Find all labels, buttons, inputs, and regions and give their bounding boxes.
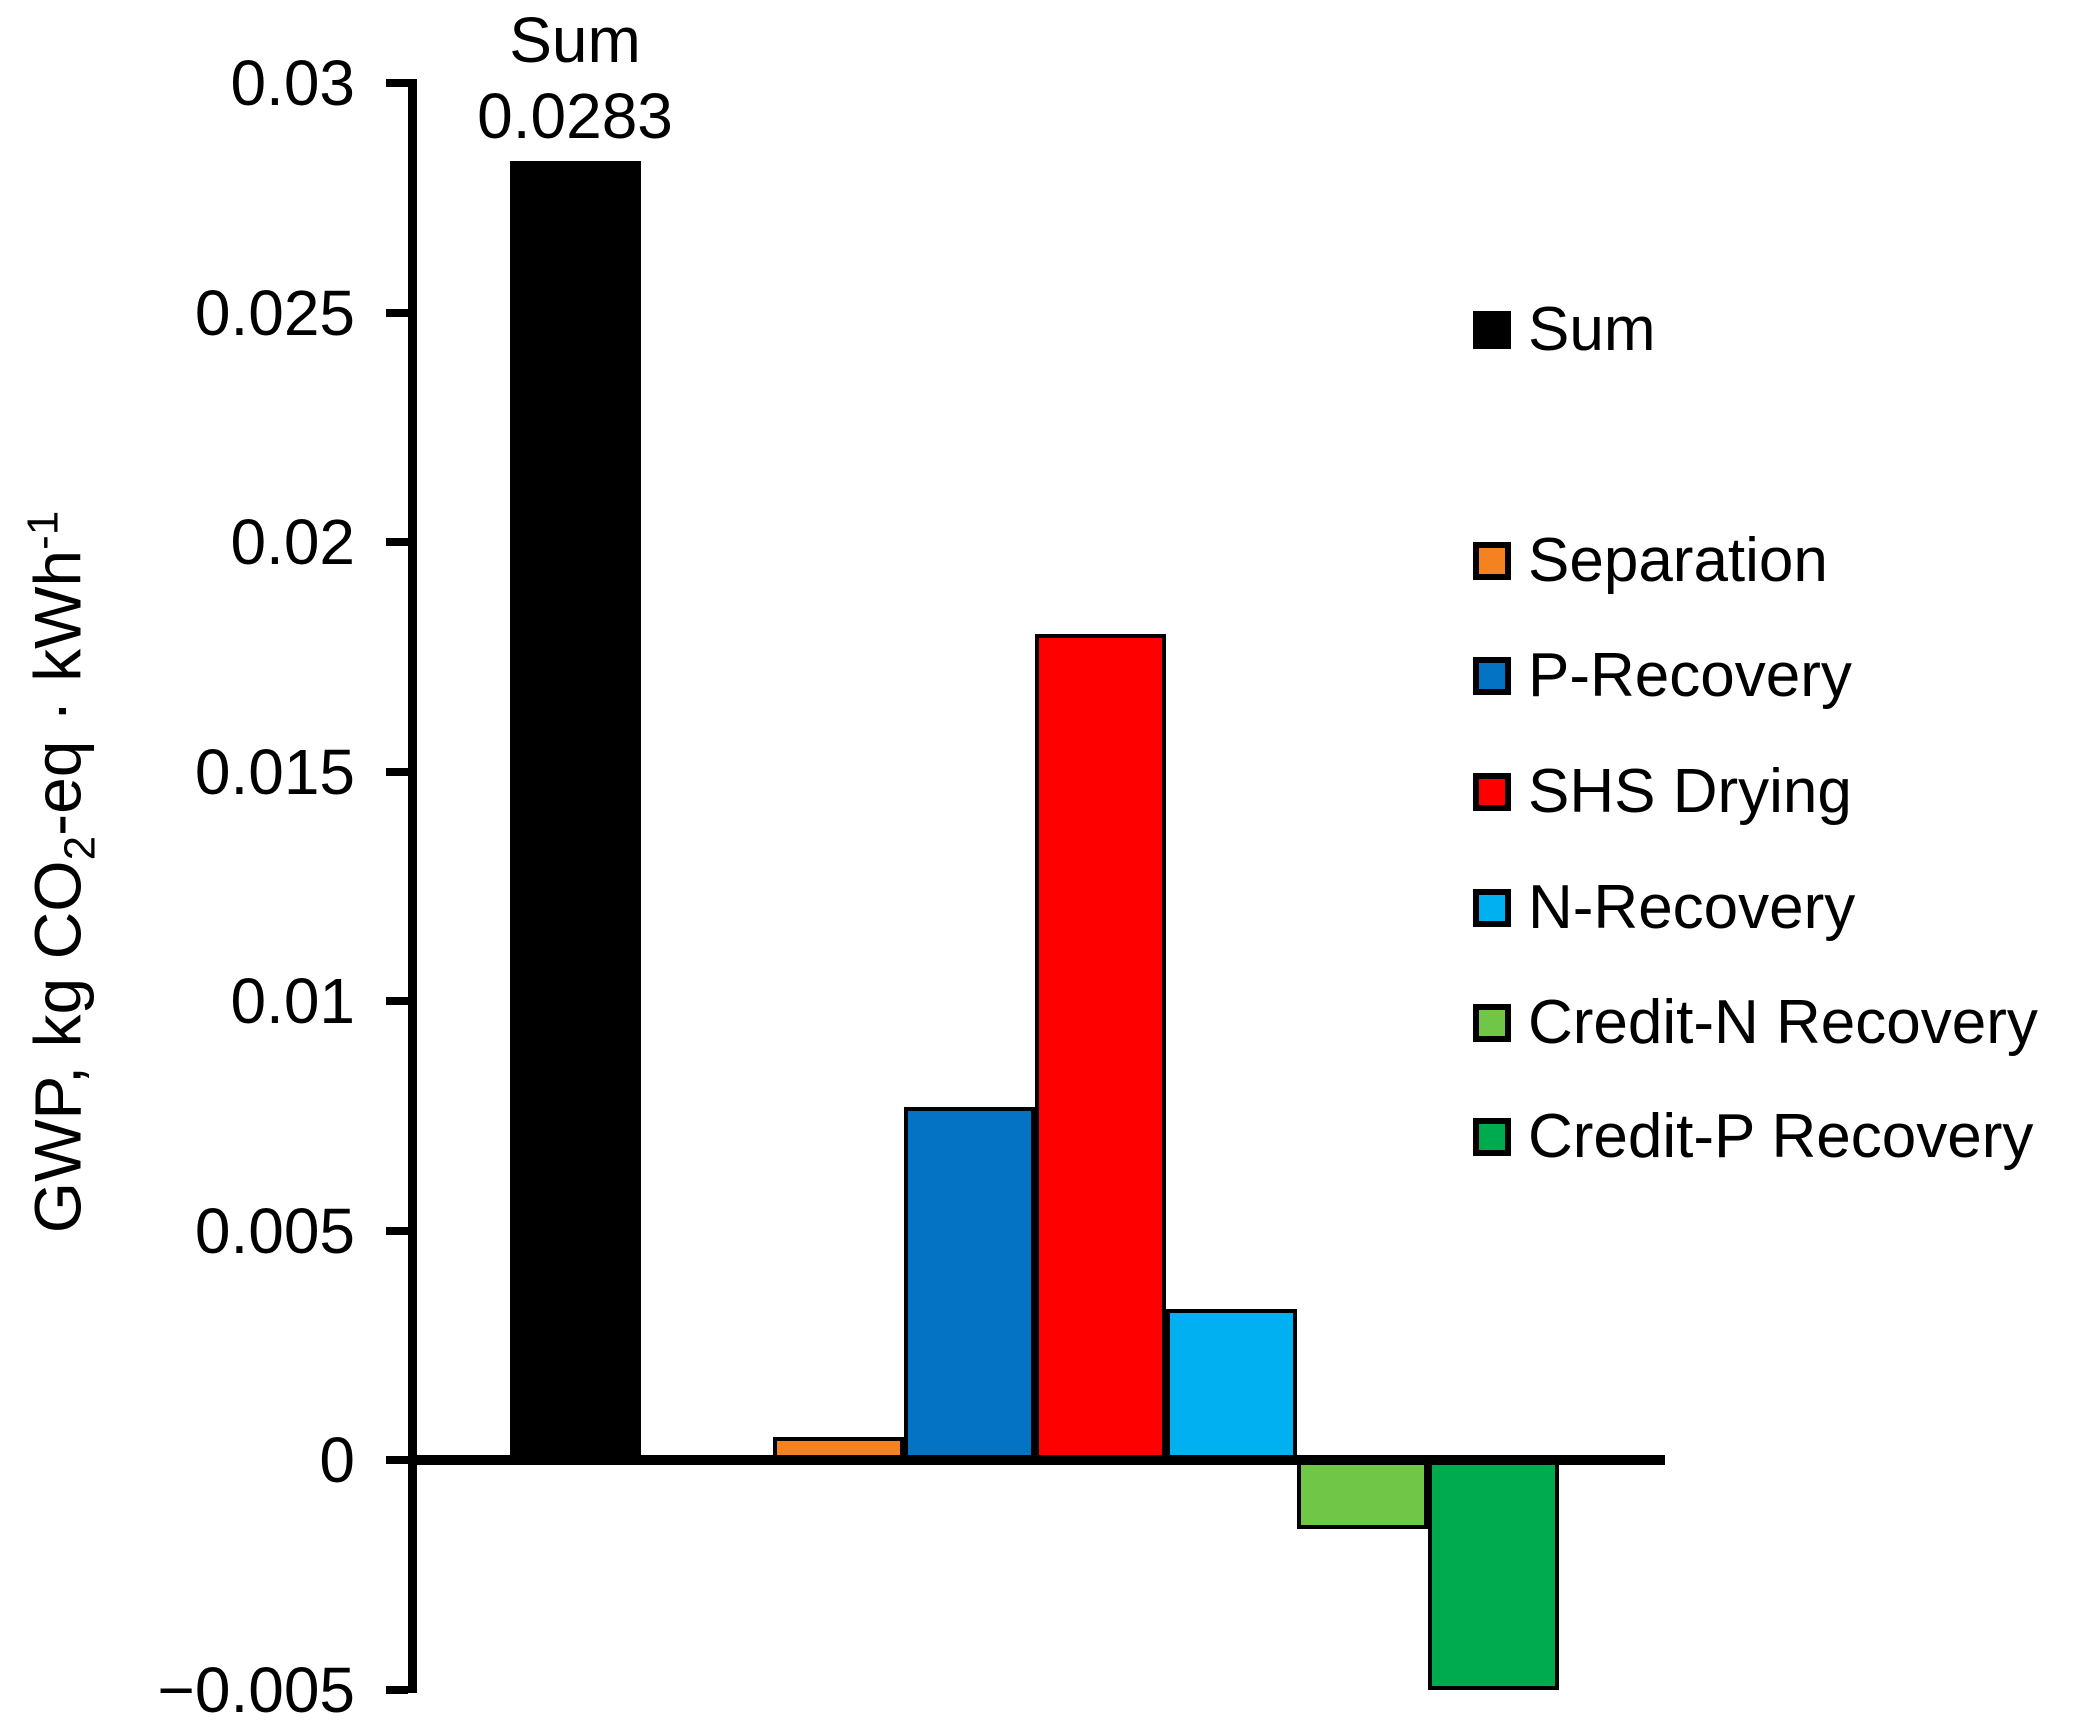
bar-n-recovery (1166, 1308, 1297, 1460)
legend-label: Separation (1528, 526, 1828, 595)
legend-swatch-p-recovery (1473, 657, 1511, 695)
y-tick-mark (386, 1456, 408, 1464)
legend-item-shs-drying: SHS Drying (1473, 754, 1852, 830)
legend-label: P-Recovery (1528, 641, 1852, 710)
y-tick-mark (386, 79, 408, 87)
y-tick-label: −0.005 (157, 1653, 355, 1726)
y-axis-title-pre: GWP, kg CO (20, 860, 95, 1234)
y-tick-label: 0.03 (230, 47, 355, 119)
bar-sum (510, 161, 641, 1460)
legend-label: Credit-N Recovery (1528, 988, 2038, 1057)
legend-item-p-recovery: P-Recovery (1473, 638, 1852, 714)
y-tick-label: 0 (319, 1424, 355, 1496)
y-tick-mark (386, 1226, 408, 1235)
sum-bar-annotation-value: 0.0283 (477, 80, 673, 152)
y-tick-mark (386, 538, 408, 546)
legend-swatch-sum (1473, 311, 1511, 349)
sum-bar-annotation: Sum 0.0283 (325, 2, 825, 154)
sum-bar-annotation-name: Sum (509, 4, 641, 76)
y-tick-mark (386, 1685, 408, 1694)
bar-p-recovery (904, 1106, 1035, 1460)
legend-item-credit-n-recovery: Credit-N Recovery (1473, 985, 2038, 1061)
y-tick-label: 0.02 (230, 506, 355, 578)
y-tick-label: 0.015 (194, 735, 355, 808)
y-axis-title-text: GWP, kg CO2-eq · kWh-1 (18, 511, 105, 1234)
y-tick-label: 0.025 (194, 276, 355, 349)
legend-label: N-Recovery (1528, 873, 1856, 942)
y-tick-mark (386, 997, 408, 1005)
y-tick-mark (386, 767, 408, 776)
legend-item-credit-p-recovery: Credit-P Recovery (1473, 1099, 2033, 1175)
legend-item-n-recovery: N-Recovery (1473, 870, 1855, 946)
legend-swatch-credit-n-recovery (1473, 1004, 1511, 1042)
legend-item-sum: Sum (1473, 292, 1655, 368)
legend-swatch-n-recovery (1473, 889, 1511, 927)
y-axis-title-subscript: 2 (55, 835, 105, 861)
legend-item-separation: Separation (1473, 523, 1828, 599)
bar-credit-n-recovery (1297, 1460, 1428, 1529)
y-tick-mark (386, 308, 408, 317)
y-tick-label: 0.01 (230, 965, 355, 1037)
y-axis-line (408, 79, 417, 1693)
bar-shs-drying (1035, 633, 1166, 1460)
bar-credit-p-recovery (1428, 1460, 1559, 1690)
legend-label: Sum (1528, 295, 1656, 364)
legend-label: SHS Drying (1528, 757, 1852, 826)
legend-swatch-credit-p-recovery (1473, 1118, 1511, 1156)
legend-swatch-shs-drying (1473, 773, 1511, 811)
y-tick-label: 0.005 (194, 1194, 355, 1267)
legend-swatch-separation (1473, 542, 1511, 580)
legend-label: Credit-P Recovery (1528, 1102, 2034, 1171)
x-axis-line (408, 1455, 1665, 1465)
